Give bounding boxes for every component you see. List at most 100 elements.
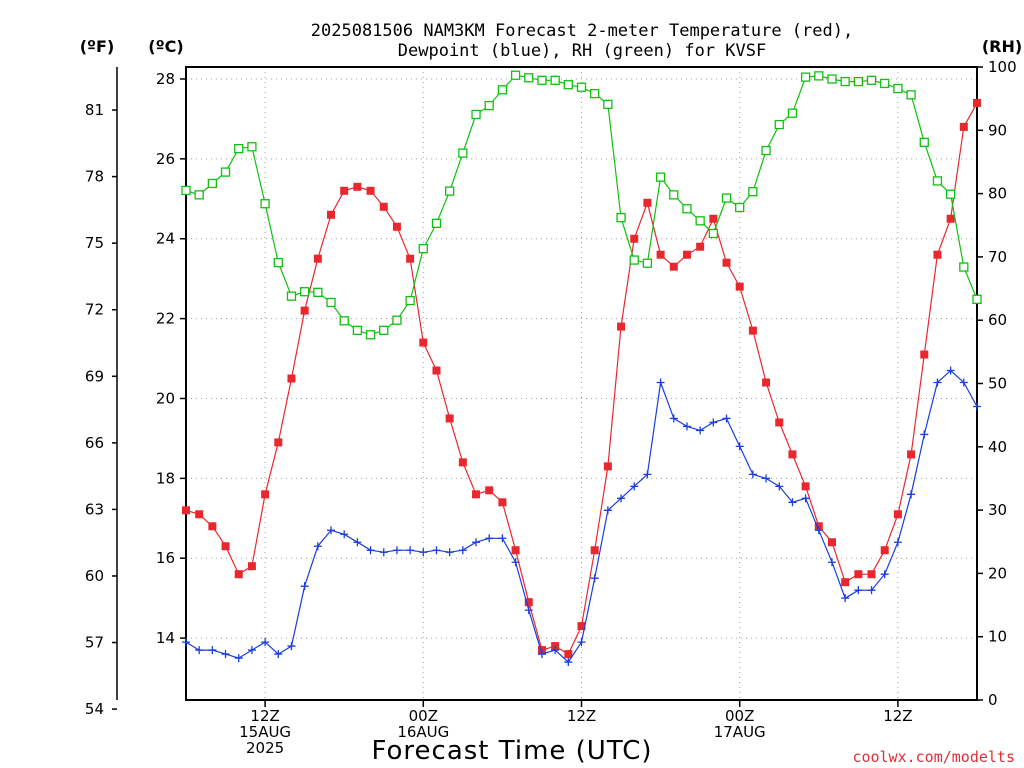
rh-point: [735, 202, 745, 213]
rh-point: [893, 83, 903, 94]
rh-point: [774, 119, 784, 130]
temperature-point: [867, 570, 876, 579]
tick-label-fahrenheit: 69: [85, 367, 104, 385]
dewpoint-point: [221, 650, 230, 659]
plot-frame: [185, 66, 978, 701]
dewpoint-point: [933, 378, 942, 387]
temperature-point: [590, 546, 599, 555]
series-rh: [181, 70, 982, 340]
dewpoint-point: [762, 474, 771, 483]
temperature-point: [182, 506, 190, 515]
dewpoint-point: [827, 558, 836, 567]
temperature-point: [392, 222, 401, 231]
rh-point: [299, 287, 310, 297]
dewpoint-point: [682, 422, 691, 431]
dewpoint-point: [379, 548, 388, 557]
celsius-unit-label: (ºC): [148, 37, 183, 56]
rh-point: [418, 244, 428, 254]
rh-point: [906, 90, 916, 100]
tick-label-celsius: 28: [156, 70, 175, 88]
tick-label-fahrenheit: 75: [85, 234, 104, 252]
temperature-point: [313, 254, 322, 263]
rh-point: [379, 325, 389, 335]
dewpoint-point: [261, 638, 270, 647]
temperature-point: [841, 578, 850, 587]
dewpoint-point: [564, 658, 573, 667]
dewpoint-point: [353, 538, 362, 547]
tick-label-celsius: 20: [156, 389, 175, 407]
dewpoint-point: [920, 430, 929, 439]
rh-point: [814, 71, 824, 81]
rh-point: [853, 76, 863, 87]
series-temperature: [182, 98, 981, 659]
rh-point: [827, 74, 837, 84]
dewpoint-point: [195, 646, 204, 655]
temperature-point: [511, 546, 520, 555]
dewpoint-point: [880, 570, 889, 579]
tick-label-rh: 50: [988, 375, 1007, 393]
dewpoint-point: [458, 546, 467, 555]
temperature-point: [920, 350, 929, 359]
tick-label-celsius: 26: [156, 150, 175, 168]
temperature-point: [234, 570, 243, 579]
rh-point: [655, 172, 666, 182]
temperature-point: [603, 462, 612, 471]
rh-point: [629, 255, 639, 265]
rh-point: [352, 325, 363, 335]
rh-point: [642, 258, 653, 268]
dewpoint-point: [590, 574, 599, 583]
dewpoint-point: [577, 638, 586, 647]
rh-point: [365, 330, 376, 340]
temperature-point: [432, 366, 441, 375]
temperature-point: [907, 450, 916, 459]
temperature-point: [327, 210, 336, 219]
temperature-point: [722, 258, 731, 267]
tick-label-time: 12Z: [250, 707, 279, 725]
temperature-point: [406, 254, 415, 263]
rh-point: [840, 76, 850, 87]
dewpoint-point: [287, 642, 296, 651]
tick-label-time: 2025: [246, 739, 284, 757]
temperature-point: [564, 650, 573, 659]
dewpoint-point: [748, 470, 757, 479]
dewpoint-point: [973, 402, 981, 411]
rh-point: [392, 315, 402, 325]
temperature-point: [498, 498, 507, 507]
rh-point: [471, 109, 481, 120]
dewpoint-point: [656, 378, 665, 387]
dewpoint-point: [340, 530, 349, 539]
rh-point: [497, 85, 508, 95]
dewpoint-point: [551, 646, 560, 655]
temperature-point: [682, 250, 691, 259]
rh-point: [721, 193, 732, 203]
tick-label-fahrenheit: 60: [85, 567, 104, 585]
dewpoint-point: [498, 534, 507, 543]
temperature-point: [221, 542, 230, 551]
dewpoint-point: [419, 548, 428, 557]
tick-label-rh: 90: [988, 121, 1007, 139]
tick-label-rh: 40: [988, 438, 1007, 456]
rh-point: [524, 73, 534, 83]
temperature-point: [577, 622, 586, 631]
temperature-point: [880, 546, 889, 555]
tick-label-fahrenheit: 66: [85, 434, 104, 452]
rh-point: [563, 80, 573, 90]
rh-point: [761, 145, 771, 156]
dewpoint-point: [907, 490, 916, 499]
dewpoint-point: [472, 538, 481, 547]
temperature-point: [287, 374, 296, 383]
tick-label-rh: 60: [988, 311, 1007, 329]
temperature-point: [854, 570, 863, 579]
temperature-point: [762, 378, 771, 387]
dewpoint-point: [722, 414, 731, 423]
tick-label-time: 00Z: [725, 707, 754, 725]
rh-point: [326, 297, 336, 308]
temperature-point: [445, 414, 454, 423]
credit-text[interactable]: coolwx.com/modelts: [852, 748, 1015, 766]
dewpoint-point: [234, 654, 243, 663]
tick-label-celsius: 22: [156, 310, 175, 328]
dewpoint-point: [313, 542, 322, 551]
dewpoint-point: [274, 650, 283, 659]
temperature-point: [801, 482, 810, 491]
